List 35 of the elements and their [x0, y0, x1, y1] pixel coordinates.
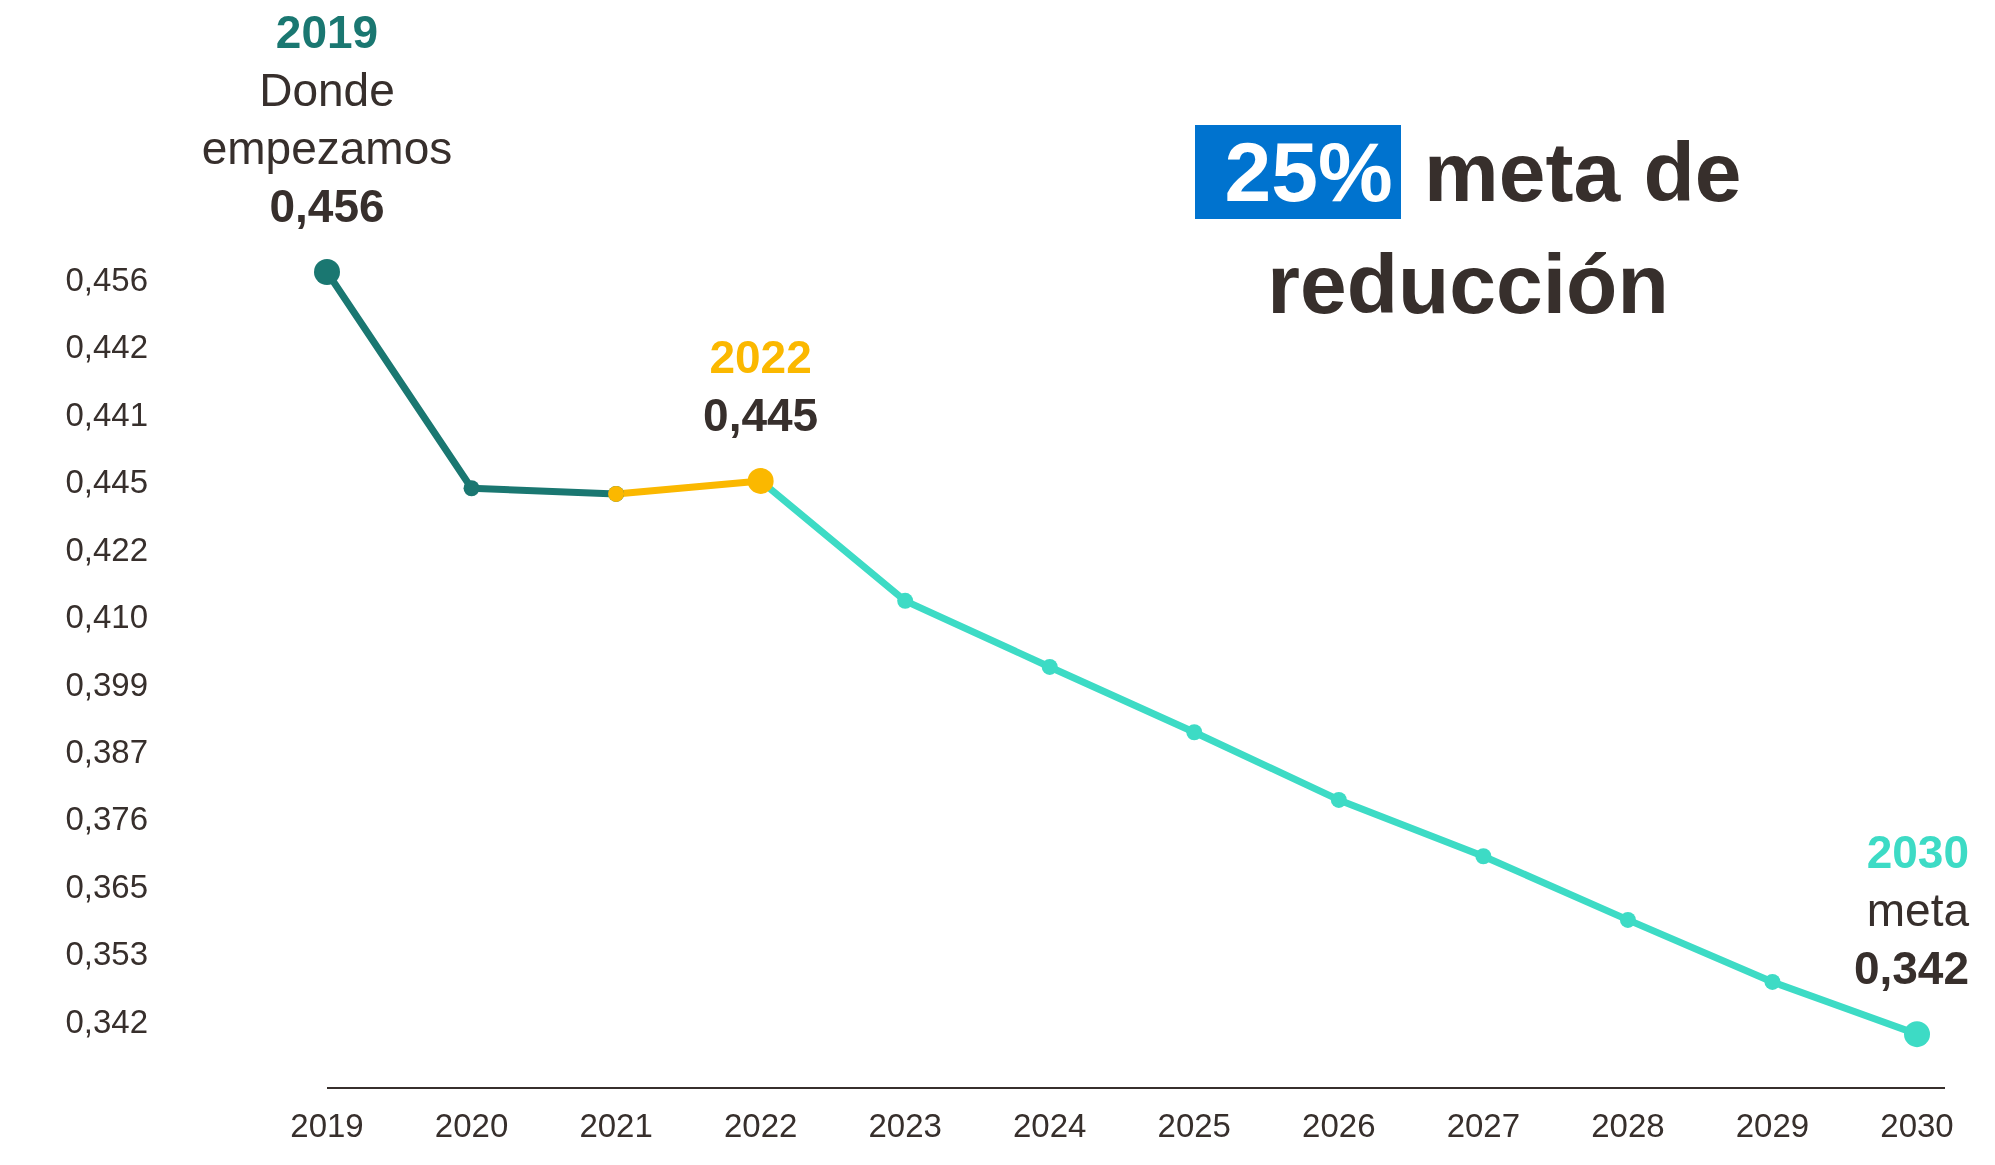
text: 0,399	[65, 664, 148, 705]
point	[1330, 791, 1347, 808]
x-tick-label: 2024	[1013, 1107, 1087, 1145]
x-tick-label: 2022	[723, 1107, 798, 1145]
text: 0,342	[65, 1001, 148, 1042]
text: 0,410	[65, 597, 148, 638]
x-tick-label: 2023	[868, 1107, 942, 1145]
x-tick-label: 2019	[290, 1107, 364, 1145]
x-tick-label: 2029	[1735, 1107, 1810, 1145]
point	[1619, 911, 1636, 928]
annotation: 2022 0,445	[703, 330, 819, 441]
text: 0,365	[65, 866, 148, 907]
point	[897, 592, 914, 609]
x-tick-label: 2021	[579, 1107, 653, 1145]
annotation: 2019 Donde empezamos 0,456	[201, 6, 453, 232]
x-tick-label: 2020	[434, 1107, 509, 1145]
x-tick-label: 2027	[1446, 1107, 1521, 1145]
x-tick-label: 2030	[1880, 1107, 1954, 1145]
text: 0,445	[65, 462, 148, 503]
text: 0,422	[65, 529, 148, 570]
x-tick-label: 2028	[1591, 1107, 1665, 1145]
point	[1041, 658, 1058, 675]
text: 0,442	[65, 327, 148, 368]
annotation: 2030 meta 0,342	[1853, 826, 1970, 995]
text: 0,441	[65, 394, 148, 435]
text: 0,456	[65, 260, 148, 300]
x-tick-label: 2026	[1302, 1107, 1376, 1145]
text: 0,387	[65, 732, 148, 772]
x-tick-label: 2025	[1157, 1107, 1231, 1145]
chart-title: 25% meta de reducción	[1223, 124, 1743, 333]
text: 0,353	[65, 934, 148, 975]
text: 0,376	[65, 799, 148, 840]
point	[1475, 848, 1492, 865]
point	[1186, 724, 1203, 741]
point	[1764, 973, 1781, 990]
